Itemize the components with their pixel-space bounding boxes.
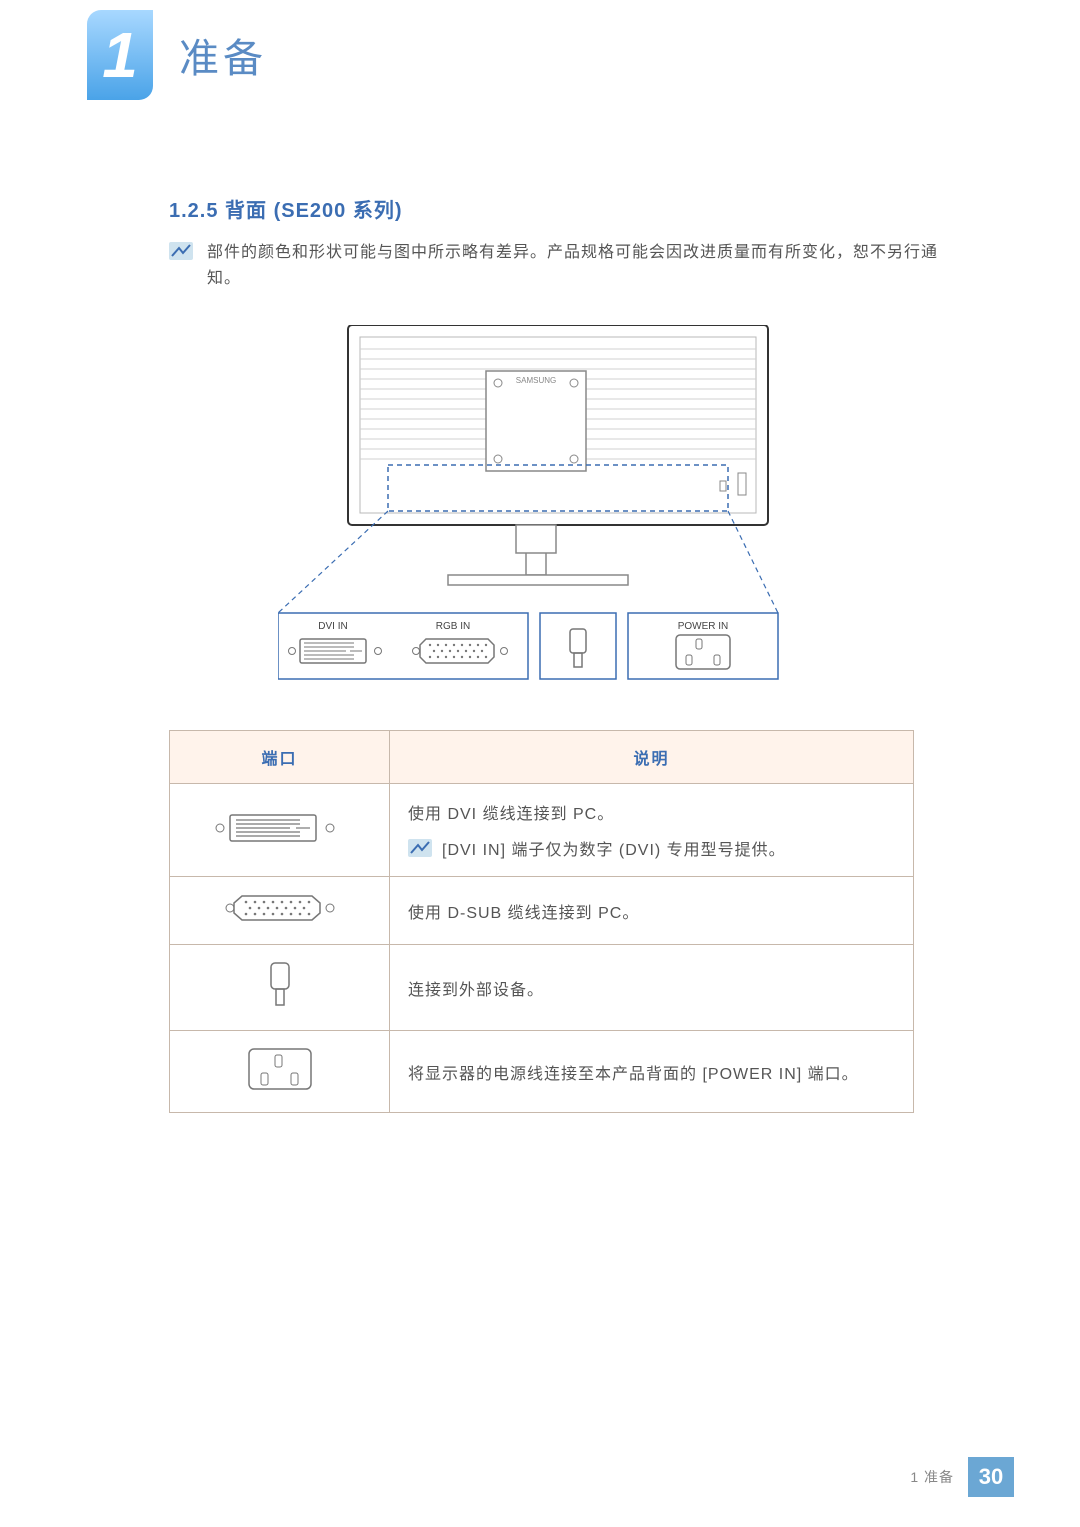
- table-row: 使用 D-SUB 缆线连接到 PC。: [170, 877, 914, 945]
- table-row: 使用 DVI 缆线连接到 PC。 [DVI IN] 端子仅为数字 (DVI) 专…: [170, 784, 914, 877]
- power-label: POWER IN: [678, 621, 729, 632]
- note-icon: [169, 242, 193, 260]
- port-desc-main: 将显示器的电源线连接至本产品背面的 [POWER IN] 端口。: [390, 1031, 914, 1113]
- port-icon-power: [170, 1031, 390, 1113]
- rgb-label: RGB IN: [436, 621, 470, 632]
- note-icon: [408, 839, 432, 857]
- port-desc-main: 使用 D-SUB 缆线连接到 PC。: [390, 877, 914, 945]
- table-row: 连接到外部设备。: [170, 945, 914, 1031]
- port-icon-lock: [170, 945, 390, 1031]
- dvi-label: DVI IN: [318, 621, 347, 632]
- port-icon-vga: [170, 877, 390, 945]
- port-desc-main: 连接到外部设备。: [390, 945, 914, 1031]
- footer-label: 1 准备: [910, 1467, 954, 1487]
- note-block: 部件的颜色和形状可能与图中所示略有差异。产品规格可能会因改进质量而有所变化，恕不…: [169, 240, 965, 291]
- note-text: 部件的颜色和形状可能与图中所示略有差异。产品规格可能会因改进质量而有所变化，恕不…: [207, 240, 965, 291]
- port-desc-cell: 使用 DVI 缆线连接到 PC。 [DVI IN] 端子仅为数字 (DVI) 专…: [390, 784, 914, 877]
- brand-label: SAMSUNG: [516, 376, 556, 385]
- ports-header-desc: 说明: [390, 731, 914, 784]
- chapter-badge: 1: [87, 10, 153, 100]
- port-desc-main: 使用 DVI 缆线连接到 PC。: [408, 800, 895, 824]
- port-icon-dvi: [170, 784, 390, 877]
- ports-header-port: 端口: [170, 731, 390, 784]
- port-desc-sub: [DVI IN] 端子仅为数字 (DVI) 专用型号提供。: [442, 836, 786, 860]
- ports-table: 端口 说明: [169, 730, 914, 1113]
- section-heading: 1.2.5 背面 (SE200 系列): [169, 194, 403, 223]
- page-number: 30: [968, 1457, 1014, 1497]
- chapter-title: 准备: [179, 26, 267, 84]
- chapter-number: 1: [102, 18, 138, 92]
- page-footer: 1 准备 30: [910, 1457, 1014, 1497]
- table-row: 将显示器的电源线连接至本产品背面的 [POWER IN] 端口。: [170, 1031, 914, 1113]
- monitor-rear-diagram: SAMSUNG DVI IN RGB IN: [278, 325, 808, 700]
